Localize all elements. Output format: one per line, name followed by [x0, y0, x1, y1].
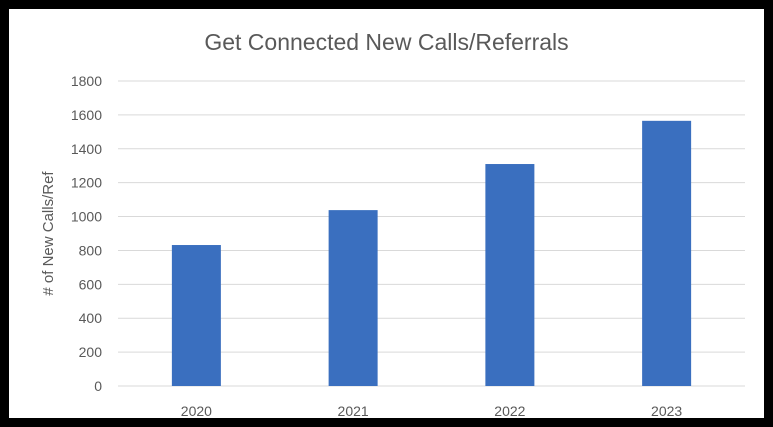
bar-2023 [642, 120, 692, 386]
chart-title: Get Connected New Calls/Referrals [204, 29, 569, 55]
y-tick-label: 1400 [71, 141, 102, 157]
y-tick-label: 1800 [71, 73, 102, 89]
gridlines [118, 80, 745, 387]
y-tick-label: 1000 [71, 209, 102, 225]
x-tick-label: 2023 [651, 403, 682, 419]
bar-2020 [171, 245, 221, 386]
y-axis-title: # of New Calls/Ref [40, 171, 57, 296]
y-tick-label: 400 [79, 310, 103, 326]
y-tick-label: 1600 [71, 107, 102, 123]
bars [171, 120, 692, 386]
y-tick-label: 1200 [71, 175, 102, 191]
y-tick-label: 200 [79, 344, 103, 360]
bar-2022 [485, 164, 535, 386]
y-tick-label: 600 [79, 276, 103, 292]
y-tick-labels: 0 200 400 600 800 1000 1200 1400 1600 1800 [71, 73, 102, 394]
x-tick-label: 2021 [338, 403, 369, 419]
y-tick-label: 0 [94, 378, 102, 394]
x-tick-label: 2022 [494, 403, 525, 419]
bar-2021 [328, 210, 378, 386]
y-tick-label: 800 [79, 242, 103, 258]
x-tick-labels: 2020 2021 2022 2023 [181, 403, 683, 419]
x-tick-label: 2020 [181, 403, 212, 419]
